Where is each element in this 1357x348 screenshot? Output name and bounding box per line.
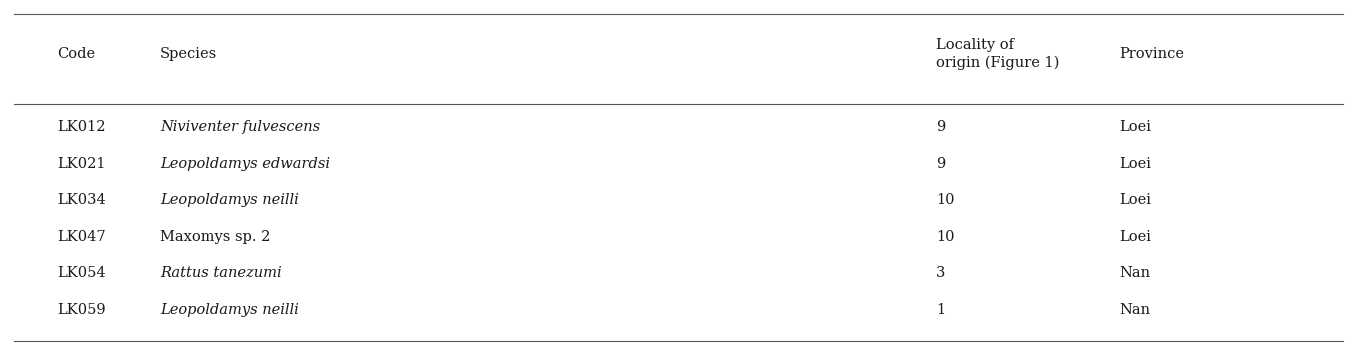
Text: Loei: Loei bbox=[1120, 193, 1152, 207]
Text: LK012: LK012 bbox=[57, 120, 106, 134]
Text: Rattus tanezumi: Rattus tanezumi bbox=[160, 266, 282, 280]
Text: Leopoldamys neilli: Leopoldamys neilli bbox=[160, 303, 299, 317]
Text: 10: 10 bbox=[936, 193, 955, 207]
Text: Province: Province bbox=[1120, 47, 1185, 61]
Text: Code: Code bbox=[57, 47, 95, 61]
Text: LK059: LK059 bbox=[57, 303, 106, 317]
Text: 3: 3 bbox=[936, 266, 946, 280]
Text: Leopoldamys edwardsi: Leopoldamys edwardsi bbox=[160, 157, 330, 171]
Text: 10: 10 bbox=[936, 230, 955, 244]
Text: Maxomys sp. 2: Maxomys sp. 2 bbox=[160, 230, 270, 244]
Text: Nan: Nan bbox=[1120, 266, 1151, 280]
Text: 1: 1 bbox=[936, 303, 946, 317]
Text: Niviventer fulvescens: Niviventer fulvescens bbox=[160, 120, 320, 134]
Text: Leopoldamys neilli: Leopoldamys neilli bbox=[160, 193, 299, 207]
Text: Nan: Nan bbox=[1120, 303, 1151, 317]
Text: 9: 9 bbox=[936, 157, 946, 171]
Text: LK047: LK047 bbox=[57, 230, 106, 244]
Text: Species: Species bbox=[160, 47, 217, 61]
Text: Loei: Loei bbox=[1120, 230, 1152, 244]
Text: 9: 9 bbox=[936, 120, 946, 134]
Text: Loei: Loei bbox=[1120, 157, 1152, 171]
Text: LK034: LK034 bbox=[57, 193, 106, 207]
Text: LK054: LK054 bbox=[57, 266, 106, 280]
Text: Locality of
origin (Figure 1): Locality of origin (Figure 1) bbox=[936, 38, 1060, 70]
Text: Loei: Loei bbox=[1120, 120, 1152, 134]
Text: LK021: LK021 bbox=[57, 157, 106, 171]
